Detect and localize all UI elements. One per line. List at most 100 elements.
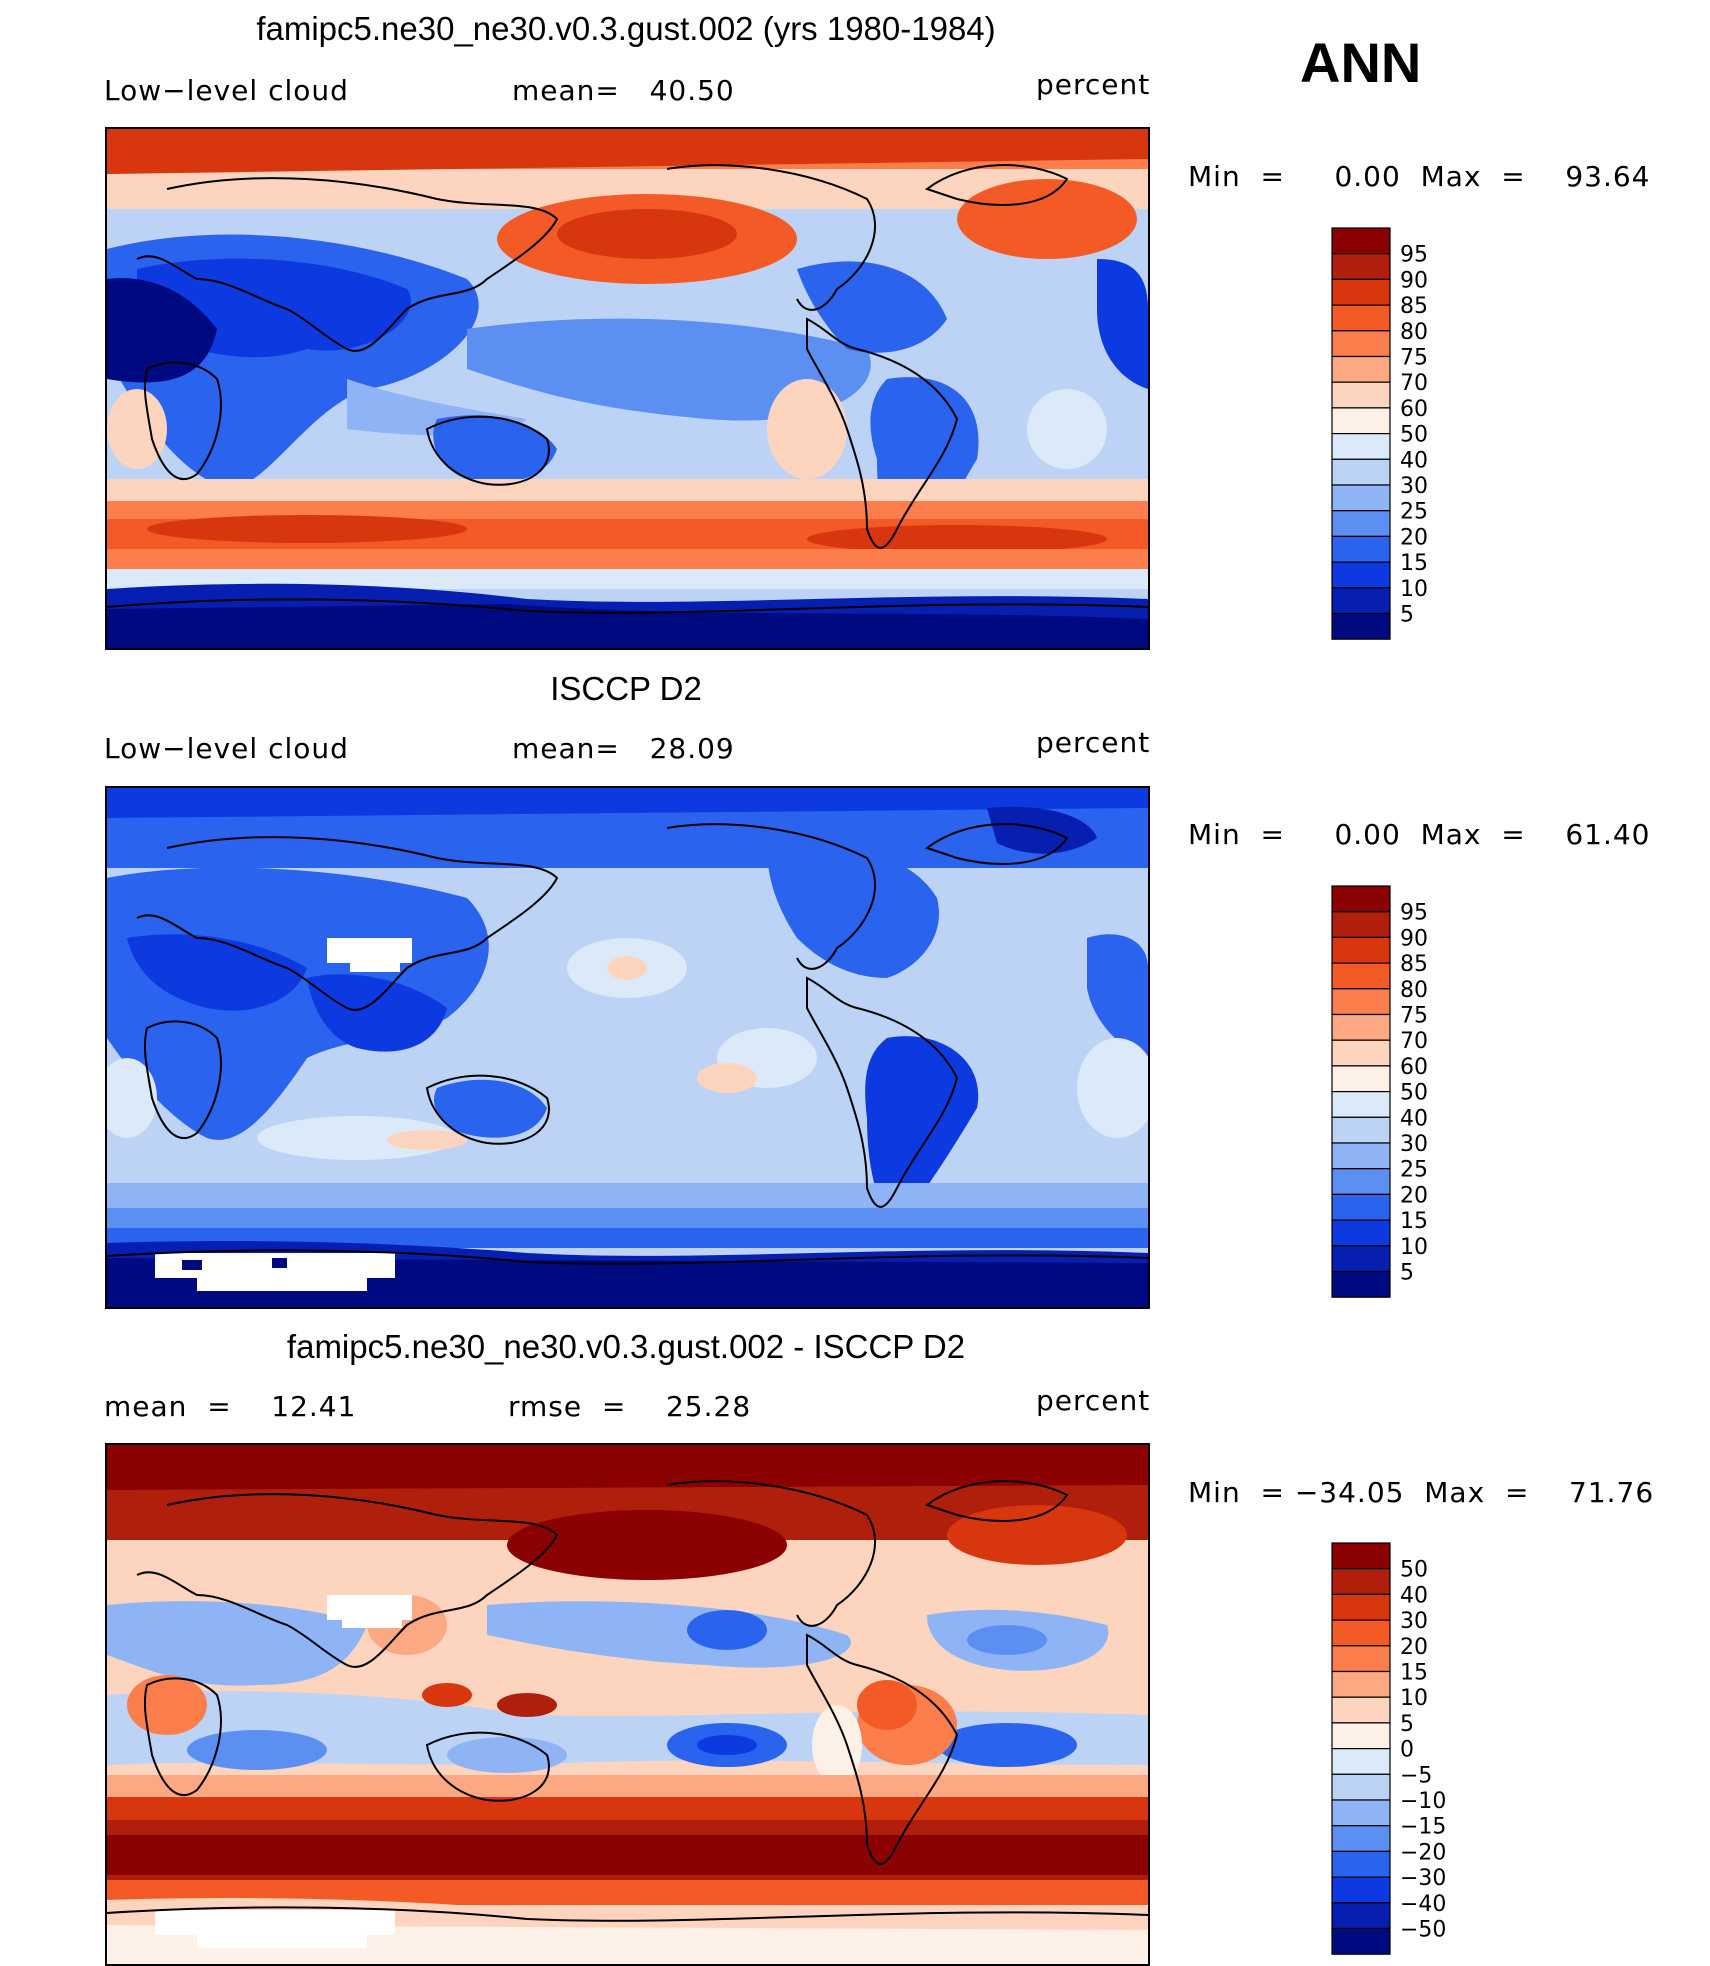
- colorbar-tick-label: 60: [1400, 1055, 1428, 1080]
- colorbar-tick-label: 50: [1400, 1081, 1428, 1106]
- colorbar-tick-label: 75: [1400, 1004, 1428, 1029]
- colorbar-bin: [1331, 304, 1391, 332]
- colorbar-tick-label: 40: [1400, 1106, 1428, 1131]
- colorbar-tick-label: 70: [1400, 371, 1428, 396]
- panel3-map: [105, 1443, 1150, 1966]
- colorbar-tick-label: 30: [1400, 1132, 1428, 1157]
- colorbar-bin: [1331, 1670, 1391, 1698]
- panel2-colorbar: 95 90 85 80 75 70 60 50 40 30 25 20 15 10 5: [1331, 885, 1442, 1298]
- colorbar-tick-label: 40: [1400, 448, 1428, 473]
- colorbar-bin: [1331, 885, 1391, 913]
- colorbar-bin: [1331, 561, 1391, 589]
- colorbar-bin: [1331, 1825, 1391, 1853]
- colorbar-bin: [1331, 1039, 1391, 1067]
- colorbar-tick-label: 10: [1400, 1686, 1428, 1711]
- colorbar-bin: [1331, 962, 1391, 990]
- colorbar-bin: [1331, 1091, 1391, 1118]
- colorbar-bin: [1331, 1219, 1391, 1247]
- colorbar-tick-label: 75: [1400, 346, 1428, 371]
- colorbar-bin: [1331, 936, 1391, 964]
- panel1-colorbar: 95 90 85 80 75 70 60 50 40 30 25 20 15 10 5: [1331, 227, 1442, 640]
- panel2-map: [105, 786, 1150, 1309]
- panel1-title: famipc5.ne30_ne30.v0.3.gust.002 (yrs 198…: [256, 10, 996, 47]
- colorbar-tick-label: 90: [1400, 268, 1428, 293]
- colorbar-bin: [1331, 1902, 1391, 1930]
- colorbar-bin: [1331, 1142, 1391, 1170]
- colorbar-tick-label: 95: [1400, 901, 1428, 926]
- panel1-units: percent: [1036, 68, 1151, 101]
- colorbar-bin: [1331, 278, 1391, 306]
- colorbar-tick-label: 25: [1400, 500, 1428, 525]
- colorbar-bin: [1331, 1542, 1391, 1570]
- panel3-units: percent: [1036, 1384, 1151, 1417]
- colorbar-bin: [1331, 587, 1391, 615]
- colorbar-bin: [1331, 1748, 1391, 1775]
- colorbar-bin: [1331, 1773, 1391, 1801]
- colorbar-bin: [1331, 1696, 1391, 1724]
- colorbar-bin: [1331, 1722, 1391, 1750]
- colorbar-bin: [1331, 612, 1391, 640]
- panel3-rmse-label: rmse = 25.28: [508, 1390, 752, 1423]
- colorbar-tick-label: 95: [1400, 243, 1428, 268]
- colorbar-tick-label: −40: [1400, 1892, 1446, 1917]
- colorbar-bin: [1331, 1116, 1391, 1144]
- colorbar-tick-label: 80: [1400, 978, 1428, 1003]
- colorbar-bin: [1331, 433, 1391, 460]
- colorbar-tick-label: 10: [1400, 1235, 1428, 1260]
- panel1-minmax: Min = 0.00 Max = 93.64: [1188, 160, 1651, 193]
- colorbar-tick-label: −15: [1400, 1815, 1446, 1840]
- colorbar-tick-label: 15: [1400, 551, 1428, 576]
- colorbar-bin: [1331, 484, 1391, 512]
- colorbar-bin: [1331, 535, 1391, 563]
- colorbar-tick-label: 5: [1400, 603, 1414, 628]
- panel2-minmax: Min = 0.00 Max = 61.40: [1188, 818, 1651, 851]
- colorbar-tick-label: 40: [1400, 1583, 1428, 1608]
- panel3-colorbar: 50 40 30 20 15 10 5 0 −5 −10 −15 −20 −30 −40 −50: [1331, 1542, 1452, 1955]
- colorbar-tick-label: −50: [1400, 1918, 1446, 1943]
- colorbar-tick-label: 5: [1400, 1261, 1414, 1286]
- colorbar-bin: [1331, 381, 1391, 409]
- panel2-units: percent: [1036, 726, 1151, 759]
- season-label: ANN: [1300, 31, 1422, 94]
- colorbar-bin: [1331, 988, 1391, 1016]
- colorbar-bin: [1331, 1065, 1391, 1093]
- colorbar-tick-label: 25: [1400, 1158, 1428, 1183]
- colorbar-tick-label: 5: [1400, 1712, 1414, 1737]
- colorbar-bin: [1331, 1270, 1391, 1298]
- panel3-title: famipc5.ne30_ne30.v0.3.gust.002 - ISCCP …: [286, 1328, 966, 1365]
- colorbar-tick-label: 80: [1400, 320, 1428, 345]
- colorbar-tick-label: 20: [1400, 1635, 1428, 1660]
- colorbar-tick-label: 85: [1400, 952, 1428, 977]
- colorbar-bin: [1331, 1927, 1391, 1955]
- colorbar-bin: [1331, 330, 1391, 358]
- colorbar-tick-label: 20: [1400, 525, 1428, 550]
- colorbar-tick-label: −5: [1400, 1763, 1432, 1788]
- colorbar-tick-label: 15: [1400, 1661, 1428, 1686]
- colorbar-tick-label: 50: [1400, 423, 1428, 448]
- colorbar-bin: [1331, 1568, 1391, 1596]
- colorbar-tick-label: 15: [1400, 1209, 1428, 1234]
- colorbar-bin: [1331, 227, 1391, 255]
- colorbar-bin: [1331, 1799, 1391, 1827]
- colorbar-bin: [1331, 1593, 1391, 1621]
- panel2-title: ISCCP D2: [550, 670, 702, 707]
- colorbar-tick-label: 90: [1400, 926, 1428, 951]
- colorbar-bin: [1331, 1645, 1391, 1673]
- colorbar-bin: [1331, 1013, 1391, 1041]
- colorbar-bin: [1331, 1876, 1391, 1904]
- colorbar-bin: [1331, 911, 1391, 939]
- colorbar-tick-label: 0: [1400, 1738, 1414, 1763]
- colorbar-bin: [1331, 458, 1391, 486]
- colorbar-bin: [1331, 1850, 1391, 1878]
- colorbar-bin: [1331, 355, 1391, 383]
- panel3-minmax: Min = −34.05 Max = 71.76: [1188, 1476, 1655, 1509]
- colorbar-bin: [1331, 407, 1391, 435]
- colorbar-bin: [1331, 1245, 1391, 1273]
- colorbar-tick-label: −10: [1400, 1789, 1446, 1814]
- colorbar-tick-label: 10: [1400, 577, 1428, 602]
- panel1-map: [105, 127, 1150, 650]
- panel2-mean-label: mean= 28.09: [512, 732, 735, 765]
- colorbar-tick-label: 20: [1400, 1183, 1428, 1208]
- colorbar-bin: [1331, 1193, 1391, 1221]
- colorbar-tick-label: 70: [1400, 1029, 1428, 1054]
